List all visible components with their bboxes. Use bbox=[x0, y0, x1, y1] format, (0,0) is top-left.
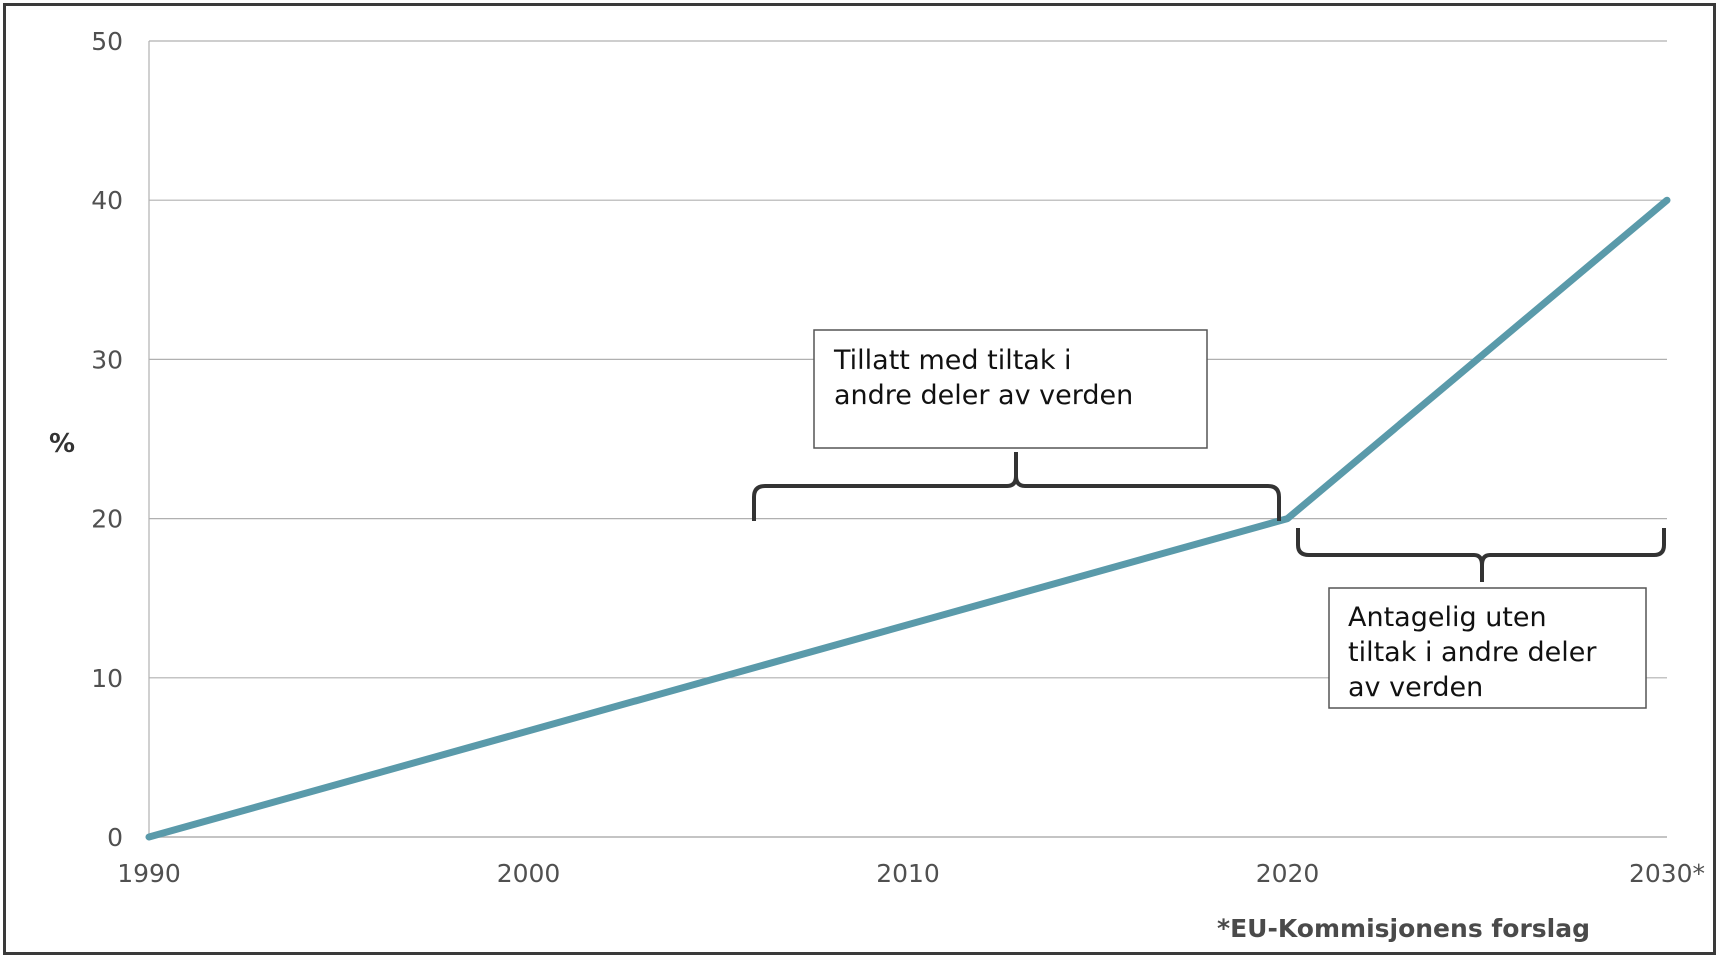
series-line bbox=[145, 196, 1671, 841]
annotation-allowed-with-measures: Tillatt med tiltak i andre deler av verd… bbox=[752, 329, 1281, 521]
curly-brace-left bbox=[752, 452, 1281, 521]
x-tick-label: 2000 bbox=[497, 859, 561, 888]
annotation-line: tiltak i andre deler bbox=[1348, 637, 1597, 668]
annotation-box bbox=[1328, 587, 1647, 709]
x-axis-ticks: 1990 2000 2010 2020 2030* bbox=[117, 859, 1705, 888]
annotation-line: Antagelig uten bbox=[1348, 602, 1547, 633]
footnote: *EU-Kommisjonens forslag bbox=[1217, 914, 1590, 943]
y-tick-label: 20 bbox=[91, 505, 123, 534]
curly-brace-right bbox=[1296, 528, 1666, 582]
series bbox=[145, 196, 1671, 841]
annotation-box bbox=[813, 329, 1208, 449]
annotation-line: av verden bbox=[1348, 672, 1483, 703]
x-tick-label: 2010 bbox=[876, 859, 940, 888]
y-axis-ticks: 0 10 20 30 40 50 bbox=[91, 27, 123, 852]
y-tick-label: 0 bbox=[107, 823, 123, 852]
annotation-line: andre deler av verden bbox=[834, 380, 1133, 411]
y-tick-label: 40 bbox=[91, 186, 123, 215]
y-tick-label: 30 bbox=[91, 345, 123, 374]
x-tick-label: 2020 bbox=[1256, 859, 1320, 888]
x-tick-label: 1990 bbox=[117, 859, 181, 888]
x-tick-label: 2030* bbox=[1629, 859, 1705, 888]
y-tick-label: 50 bbox=[91, 27, 123, 56]
annotation-without-measures: Antagelig uten tiltak i andre deler av v… bbox=[1296, 528, 1666, 709]
y-tick-label: 10 bbox=[91, 664, 123, 693]
y-axis-label: % bbox=[49, 429, 75, 459]
annotation-line: Tillatt med tiltak i bbox=[833, 345, 1072, 376]
